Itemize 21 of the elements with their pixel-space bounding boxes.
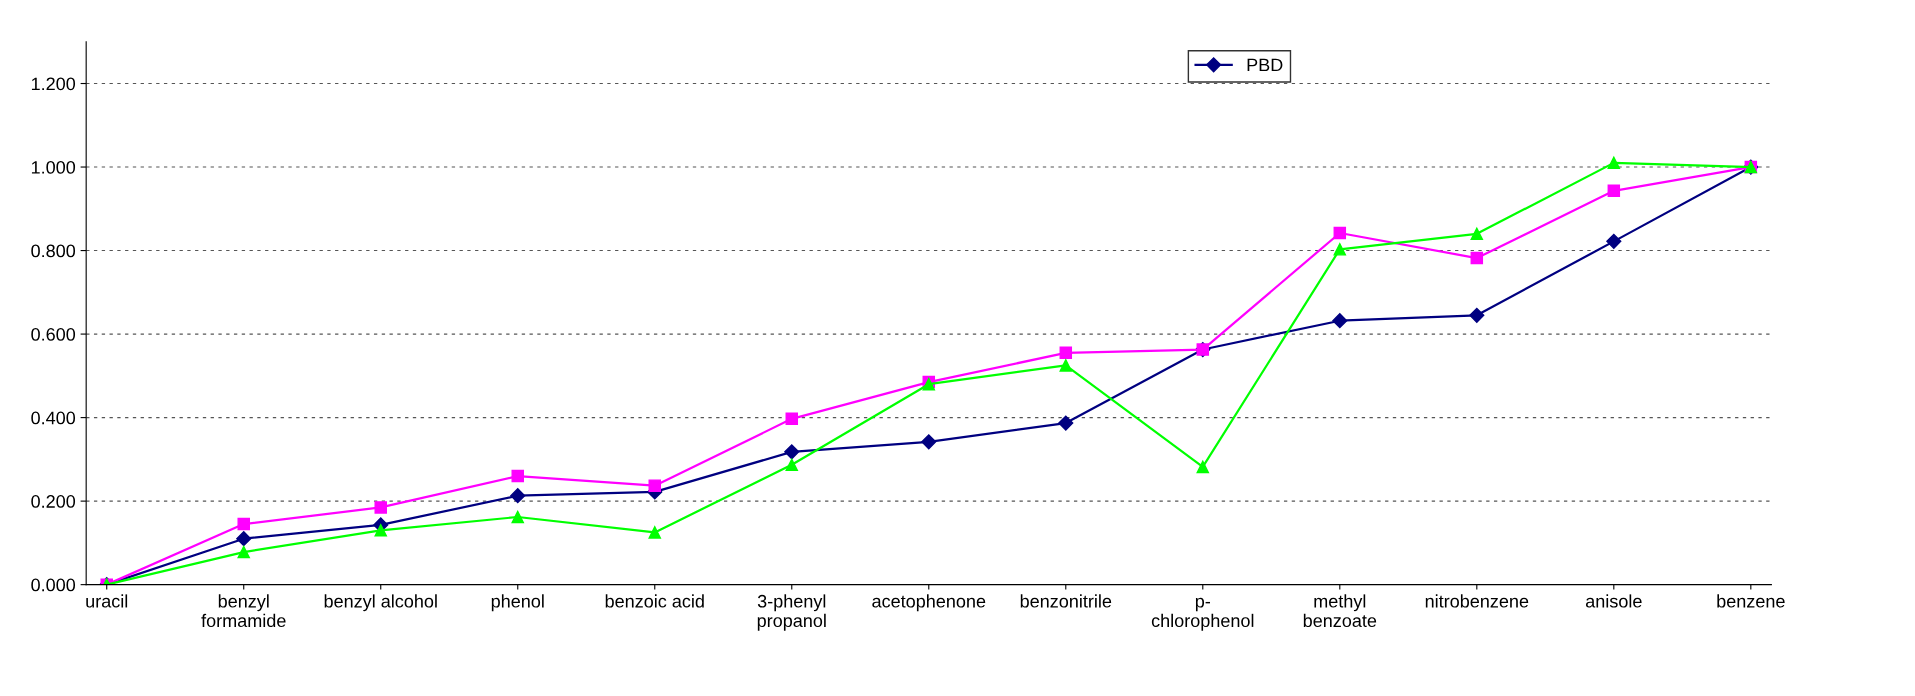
y-tick-label: 0.800 xyxy=(31,244,76,258)
y-tick-label: 0.400 xyxy=(31,411,76,425)
y-tick-label: 1.000 xyxy=(31,160,76,174)
y-tick-label: 0.600 xyxy=(31,328,76,341)
x-tick-label: nitrobenzene xyxy=(1425,594,1529,608)
x-tick-label: acetophenone xyxy=(872,594,986,612)
x-tick-label: benzyl formamide xyxy=(201,594,286,628)
y-tick-label: 0.200 xyxy=(31,495,76,508)
x-tick-label: phenol xyxy=(491,594,544,612)
x-tick-label: benzyl alcohol xyxy=(324,594,437,612)
x-tick-label: p- chlorophenol xyxy=(1151,597,1254,631)
x-tick-label: methyl benzoate xyxy=(1303,594,1377,628)
y-tick-label: 0.000 xyxy=(31,578,76,592)
x-tick-label: 3-phenyl propanol xyxy=(757,594,826,631)
x-tick-label: benzonitrile xyxy=(1020,594,1112,608)
x-tick-label: benzoic acid xyxy=(605,594,704,608)
legend-label: PBD xyxy=(1247,58,1283,72)
y-tick-label: 1.200 xyxy=(31,77,76,91)
x-tick-label: benzene xyxy=(1717,594,1785,608)
x-tick-label: anisole xyxy=(1585,594,1642,608)
x-tick-label: uracil xyxy=(86,594,128,608)
